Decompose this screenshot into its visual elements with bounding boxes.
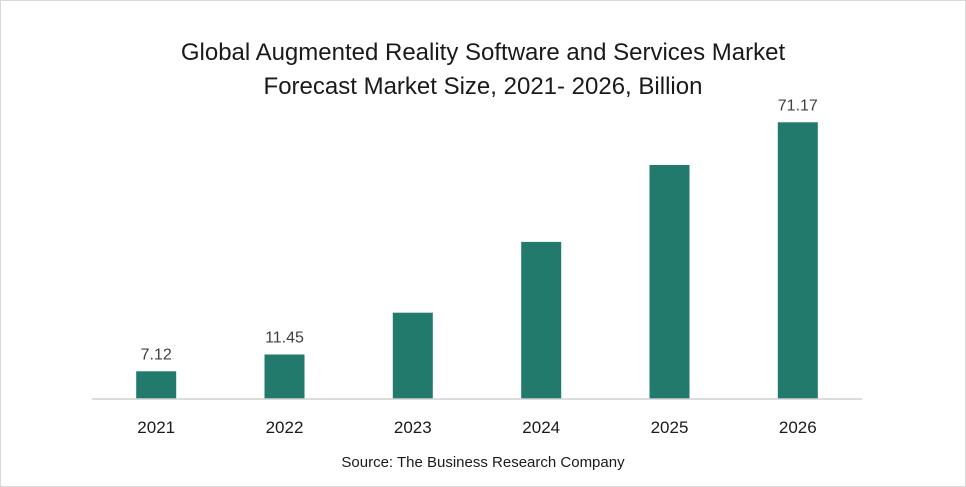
data-label-2021: 7.12 [141, 346, 172, 363]
bar-2025 [649, 165, 690, 399]
x-tick-label-2022: 2022 [266, 418, 304, 437]
x-tick-label-2024: 2024 [522, 418, 560, 437]
bar-2022 [264, 354, 305, 399]
data-label-2022: 11.45 [265, 330, 304, 347]
bar-2023 [392, 312, 433, 399]
chart-title: Global Augmented Reality Software and Se… [0, 36, 966, 104]
source-note: Source: The Business Research Company [341, 454, 625, 471]
chart-title-line-1: Global Augmented Reality Software and Se… [180, 39, 786, 66]
chart-title-line-2: Forecast Market Size, 2021- 2026, Billio… [263, 73, 703, 100]
bars-group [136, 122, 818, 400]
data-label-2026: 71.17 [778, 97, 818, 114]
data-labels-group: 7.12 11.45 71.17 [141, 97, 818, 363]
bar-2026 [777, 122, 818, 400]
x-tick-labels-group: 2021 2022 2023 2024 2025 2026 [137, 418, 816, 437]
x-tick-label-2023: 2023 [394, 418, 432, 437]
x-tick-label-2025: 2025 [651, 418, 689, 437]
bar-2021 [136, 371, 177, 399]
x-tick-label-2021: 2021 [137, 418, 175, 437]
x-tick-label-2026: 2026 [779, 418, 817, 437]
bar-2024 [521, 241, 562, 399]
